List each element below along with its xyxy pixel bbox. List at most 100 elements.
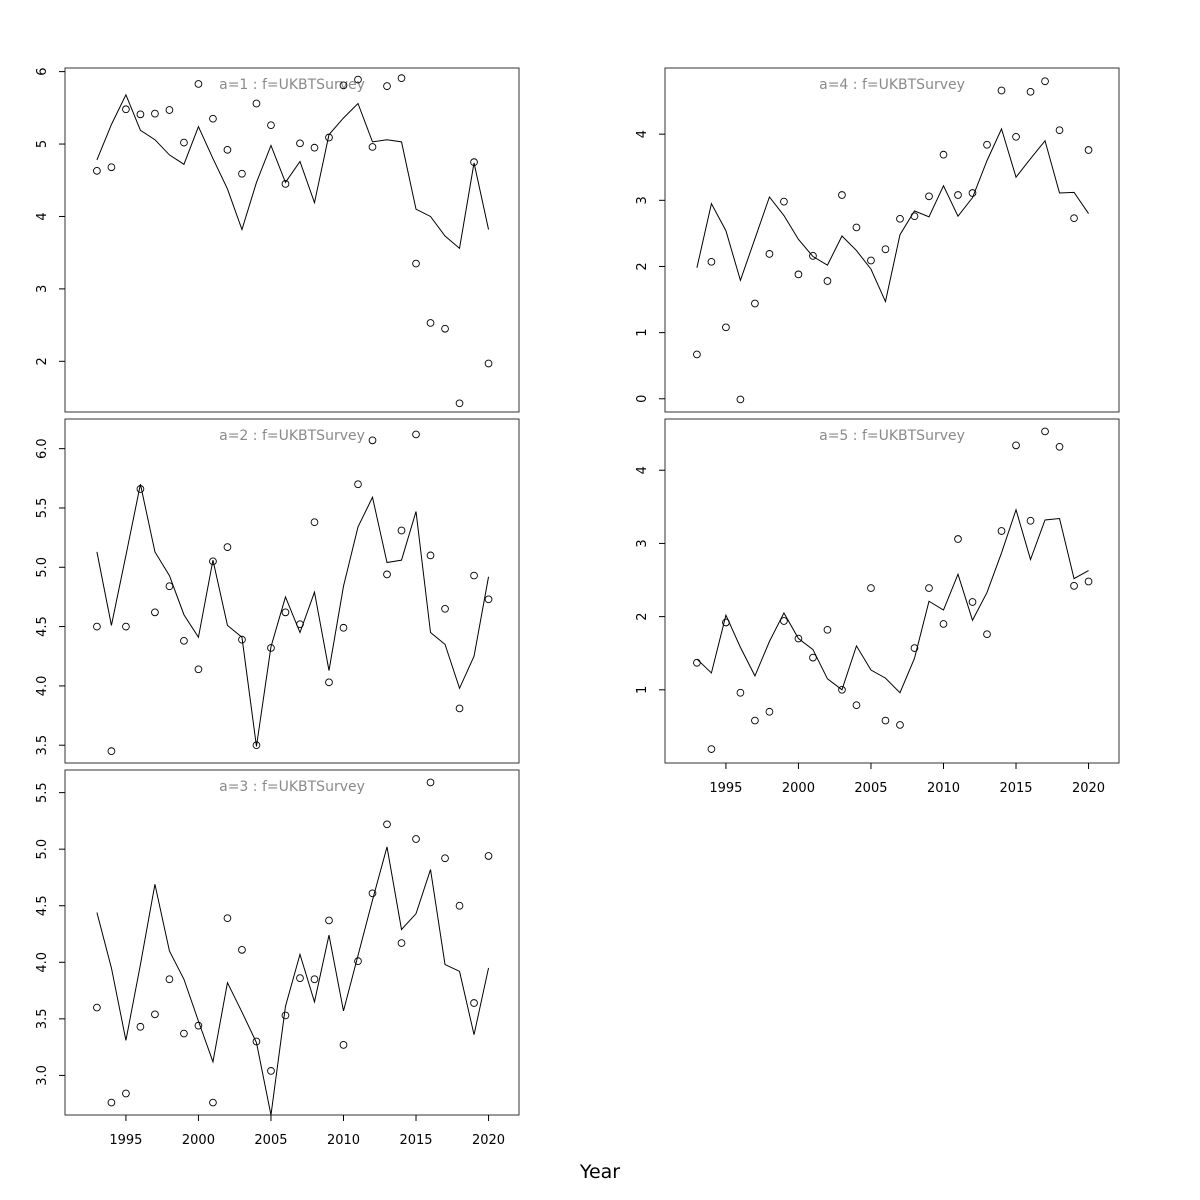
x-axis-group: 1995 2000 2005 2010 2015 2020 1995 2000 2005 2010… (109, 763, 1105, 1148)
panel-4-observed-point (925, 192, 933, 201)
panel-1-observed-point (441, 324, 449, 333)
panel-3-observed-point (441, 854, 449, 863)
panel-4-observed-point (722, 323, 730, 332)
panel-1-observed-point (383, 82, 391, 90)
panel-2-observed-point (455, 704, 464, 713)
panel-2-observed-point (252, 741, 261, 750)
panel-5-observed-point (1084, 577, 1093, 586)
panel-2-observed-point (412, 430, 420, 439)
panel-3-y-tick-label: 4.5 (35, 895, 50, 916)
panel-3-observed-point (412, 835, 420, 843)
panel-2-y-tick-label: 5.0 (35, 557, 50, 578)
panel-1-observed-point (412, 259, 420, 268)
panel-4-y-tick-label: 4 (635, 130, 650, 138)
panel-5-title: a=5 : f=UKBTSurvey (819, 428, 965, 444)
panel-2-frame (64, 418, 520, 764)
panel-4-observed-point (954, 191, 962, 199)
panel-1-y-tick-label: 6 (35, 67, 50, 75)
panel-5-observed-point (852, 701, 861, 710)
panel-4-observed-point (765, 250, 774, 258)
panel-2-observed-point (310, 518, 319, 527)
panel-4-observed-point (896, 214, 904, 223)
panel-4-title: a=4 : f=UKBTSurvey (819, 77, 965, 93)
panel-5-observed-point (983, 630, 991, 639)
panel-5-observed-point (1055, 442, 1064, 451)
panel-5-observed-point (867, 584, 875, 592)
panel-1-observed-point (484, 359, 493, 368)
panel-4-y-tick-label: 1 (635, 328, 650, 336)
panel-2-y-tick-label: 4.5 (35, 616, 50, 637)
panel-3-frame (64, 769, 520, 1116)
panel-1-fitted-line (96, 93, 490, 250)
panel-4-observed-point (867, 256, 875, 265)
panel-3-y-tick-label: 4.0 (35, 952, 50, 973)
panel-5-observed-point (881, 716, 890, 725)
panel-1-observed-point (267, 121, 275, 130)
panel-3-y-tick-label: 5.0 (35, 839, 50, 860)
panel-1-observed-point (223, 145, 232, 154)
panel-2-observed-point (281, 608, 290, 617)
panel-2-observed-point (441, 604, 449, 613)
panel-1-observed-point (151, 109, 159, 118)
panel-5-observed-point (1070, 582, 1078, 590)
panel-3-observed-point (339, 1041, 348, 1049)
panel-4-y-tick-label: 0 (635, 395, 650, 403)
x-tick-label: 2010 (927, 781, 960, 796)
panel-4-observed-point (910, 212, 919, 221)
panel-5-y-tick-label: 2 (635, 612, 650, 620)
panel-5-observed-point (780, 617, 788, 625)
panel-4-observed-point (997, 86, 1006, 95)
panel-1: a=1 : f=UKBTSurvey 2 3 4 5 6 (35, 67, 520, 413)
panel-2-observed-point (194, 665, 203, 674)
panel-3-observed-point (383, 820, 391, 829)
panel-2-observed-point (325, 678, 333, 687)
panel-1-observed-point (180, 138, 188, 147)
panel-4-observed-point (707, 257, 716, 266)
panel-3-y-tick-label: 3.0 (35, 1065, 50, 1086)
panel-1-frame (64, 67, 520, 413)
panel-3-observed-point (325, 916, 333, 925)
panel-2-observed-point (238, 635, 246, 644)
panel-5-observed-point (997, 527, 1006, 535)
x-tick-label: 2000 (182, 1133, 215, 1148)
panel-group: a=1 : f=UKBTSurvey 2 3 4 5 6 a=2 : f=UKBTSurve… (35, 67, 1120, 1116)
panel-4-frame (664, 67, 1120, 413)
panel-2-y-tick-label: 5.5 (35, 498, 50, 519)
panel-2-observed-point (426, 551, 435, 560)
x-tick-label: 1995 (709, 781, 742, 796)
panel-4-observed-point (736, 395, 745, 404)
panel-3-observed-point (136, 1022, 145, 1031)
panel-2-fitted-line (96, 484, 490, 747)
panel-3-observed-point (165, 975, 174, 984)
panel-4-observed-point (751, 299, 759, 308)
panel-5-observed-point (1041, 427, 1049, 436)
panel-2-observed-point (209, 557, 217, 566)
panel-2-observed-point (122, 622, 130, 631)
panel-5-y-tick-label: 4 (635, 466, 650, 474)
panel-1-y-tick-label: 5 (35, 140, 50, 148)
panel-3-observed-point (223, 914, 232, 923)
panel-4-observed-point (823, 277, 832, 285)
panel-3-observed-point (93, 1003, 101, 1012)
panel-5-observed-point (751, 716, 759, 725)
panel-4-observed-point (881, 245, 890, 254)
panel-2-observed-point (267, 644, 275, 652)
x-tick-label: 2010 (327, 1133, 360, 1148)
x-tick-label: 1995 (109, 1133, 142, 1148)
x-tick-label: 2015 (999, 781, 1032, 796)
panel-4-observed-point (1084, 146, 1093, 154)
panel-4-observed-point (693, 350, 701, 359)
panel-4-observed-point (1012, 132, 1020, 141)
panel-4-observed-point (939, 150, 948, 159)
panel-1-observed-point (122, 105, 130, 114)
panel-1-observed-point (107, 163, 116, 172)
panel-1-observed-point (252, 99, 261, 108)
panel-1-observed-point (281, 180, 290, 188)
panel-3-fitted-line (96, 846, 490, 1115)
panel-4-observed-point (852, 223, 861, 232)
panel-4: a=4 : f=UKBTSurvey 0 1 2 3 4 (635, 67, 1120, 413)
panel-1-observed-point (296, 139, 304, 148)
panel-4-observed-point (780, 197, 788, 206)
panel-2-observed-point (470, 571, 478, 580)
